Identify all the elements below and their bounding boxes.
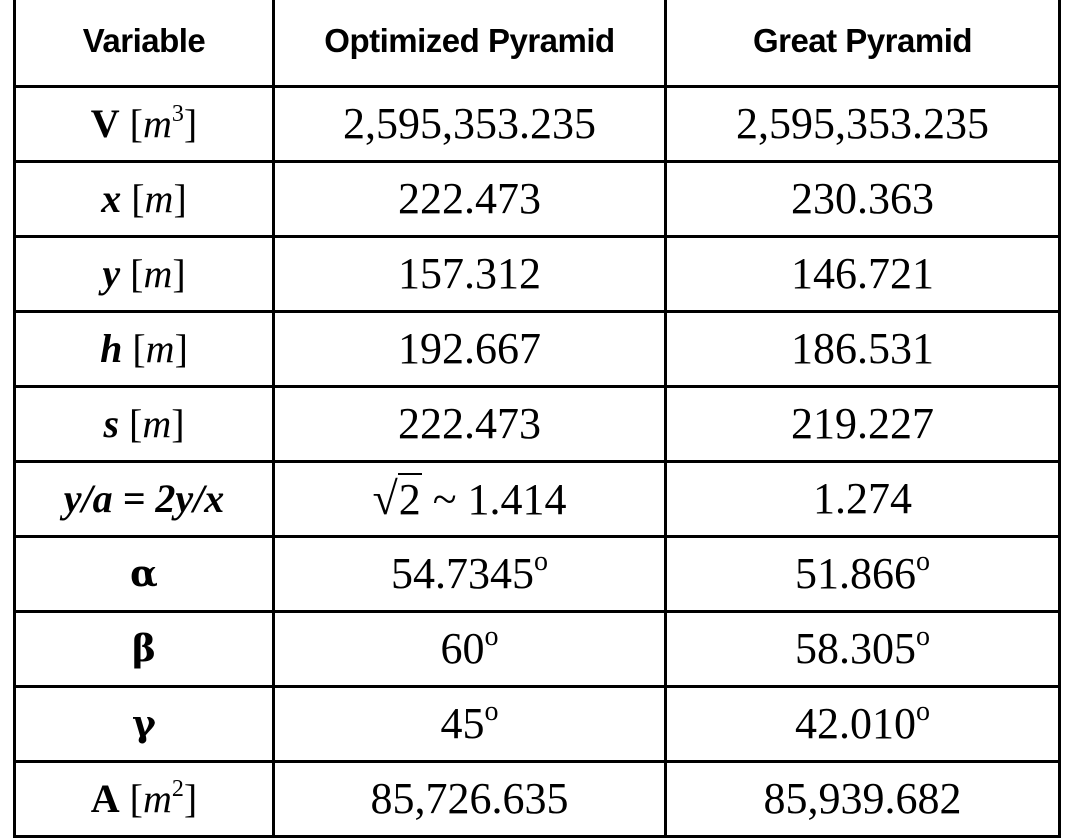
optimized-value: 45o: [272, 685, 667, 763]
optimized-value: 192.667: [272, 310, 667, 388]
variable-cell: h [m]: [13, 310, 275, 388]
variable-cell: γ: [13, 685, 275, 763]
variable-unit: [m]: [131, 176, 187, 221]
header-row: Variable Optimized Pyramid Great Pyramid: [13, 0, 1061, 88]
pyramid-comparison-table: Variable Optimized Pyramid Great Pyramid…: [13, 0, 1061, 838]
table-row: y/a = 2y/x √2 ~ 1.414 1.274: [13, 460, 1061, 538]
great-value: 58.305o: [664, 610, 1061, 688]
optimized-value: 54.7345o: [272, 535, 667, 613]
variable-symbol: x: [101, 176, 122, 221]
variable-unit: [m3]: [129, 101, 198, 146]
variable-symbol: A: [90, 776, 120, 821]
variable-symbol: y/a = 2y/x: [63, 476, 225, 521]
table-row: x [m] 222.473 230.363: [13, 160, 1061, 238]
table-row: α 54.7345o 51.866o: [13, 535, 1061, 613]
great-value: 146.721: [664, 235, 1061, 313]
variable-symbol: y: [102, 251, 121, 296]
variable-unit: [m]: [130, 251, 186, 296]
optimized-value: 222.473: [272, 160, 667, 238]
table-row: A [m2] 85,726.635 85,939.682: [13, 760, 1061, 838]
variable-cell: x [m]: [13, 160, 275, 238]
table-row: h [m] 192.667 186.531: [13, 310, 1061, 388]
great-value: 1.274: [664, 460, 1061, 538]
variable-cell: s [m]: [13, 385, 275, 463]
table-row: β 60o 58.305o: [13, 610, 1061, 688]
great-value: 186.531: [664, 310, 1061, 388]
optimized-value: 85,726.635: [272, 760, 667, 838]
optimized-value: 157.312: [272, 235, 667, 313]
great-value: 2,595,353.235: [664, 85, 1061, 163]
degree-mark: o: [916, 696, 930, 727]
header-optimized-pyramid: Optimized Pyramid: [272, 0, 667, 88]
table-row: y [m] 157.312 146.721: [13, 235, 1061, 313]
variable-cell: V [m3]: [13, 85, 275, 163]
table-row: s [m] 222.473 219.227: [13, 385, 1061, 463]
variable-unit: [m2]: [129, 776, 198, 821]
degree-mark: o: [916, 546, 930, 577]
variable-unit: [m]: [132, 326, 188, 371]
variable-cell: β: [13, 610, 275, 688]
header-variable: Variable: [13, 0, 275, 88]
table-row: γ 45o 42.010o: [13, 685, 1061, 763]
optimized-value: 2,595,353.235: [272, 85, 667, 163]
optimized-value: √2 ~ 1.414: [272, 460, 667, 538]
variable-symbol: V: [90, 101, 120, 146]
degree-mark: o: [916, 621, 930, 652]
great-value: 42.010o: [664, 685, 1061, 763]
variable-cell: α: [13, 535, 275, 613]
variable-cell: A [m2]: [13, 760, 275, 838]
great-value: 230.363: [664, 160, 1061, 238]
great-value: 219.227: [664, 385, 1061, 463]
optimized-value: 60o: [272, 610, 667, 688]
variable-symbol: h: [100, 326, 123, 371]
great-value: 85,939.682: [664, 760, 1061, 838]
degree-mark: o: [484, 621, 499, 652]
table-row: V [m3] 2,595,353.235 2,595,353.235: [13, 85, 1061, 163]
variable-cell: y/a = 2y/x: [13, 460, 275, 538]
degree-mark: o: [534, 546, 548, 577]
great-value: 51.866o: [664, 535, 1061, 613]
degree-mark: o: [484, 696, 499, 727]
variable-symbol: s: [103, 401, 120, 446]
square-root-expression: √2: [372, 473, 422, 524]
radical-sign-icon: √: [372, 473, 398, 524]
header-great-pyramid: Great Pyramid: [664, 0, 1061, 88]
optimized-value: 222.473: [272, 385, 667, 463]
variable-cell: y [m]: [13, 235, 275, 313]
variable-unit: [m]: [129, 401, 185, 446]
